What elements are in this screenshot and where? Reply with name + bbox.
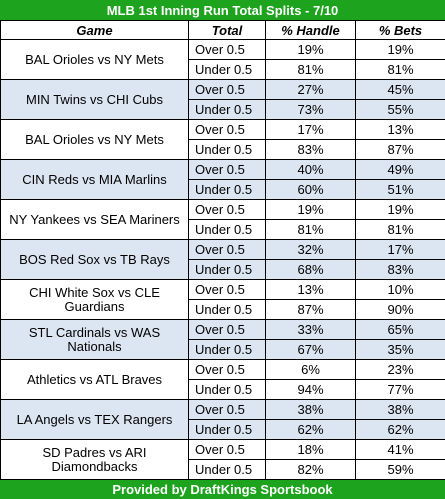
- total-cell: Under 0.5: [189, 380, 266, 400]
- bets-percent-cell: 59%: [356, 460, 445, 480]
- bets-percent-cell: 77%: [356, 380, 445, 400]
- game-matchup: LA Angels vs TEX Rangers: [1, 400, 189, 440]
- handle-percent-cell: 18%: [266, 440, 356, 460]
- handle-percent-cell: 19%: [266, 200, 356, 220]
- handle-percent-cell: 6%: [266, 360, 356, 380]
- handle-percent-cell: 13%: [266, 280, 356, 300]
- handle-percent-cell: 94%: [266, 380, 356, 400]
- bets-percent-cell: 62%: [356, 420, 445, 440]
- game-matchup: BOS Red Sox vs TB Rays: [1, 240, 189, 280]
- handle-percent-cell: 67%: [266, 340, 356, 360]
- total-cell: Over 0.5: [189, 320, 266, 340]
- total-cell: Over 0.5: [189, 80, 266, 100]
- total-cell: Under 0.5: [189, 340, 266, 360]
- handle-percent-cell: 81%: [266, 60, 356, 80]
- header-row: Game Total % Handle % Bets: [1, 21, 445, 40]
- total-cell: Over 0.5: [189, 160, 266, 180]
- game-matchup: BAL Orioles vs NY Mets: [1, 120, 189, 160]
- game-matchup: MIN Twins vs CHI Cubs: [1, 80, 189, 120]
- total-cell: Under 0.5: [189, 420, 266, 440]
- handle-percent-cell: 82%: [266, 460, 356, 480]
- total-cell: Under 0.5: [189, 140, 266, 160]
- column-header-handle: % Handle: [266, 21, 356, 40]
- bets-percent-cell: 19%: [356, 40, 445, 60]
- handle-percent-cell: 87%: [266, 300, 356, 320]
- footer-credit: Provided by DraftKings Sportsbook: [0, 480, 445, 499]
- total-cell: Over 0.5: [189, 360, 266, 380]
- bets-percent-cell: 38%: [356, 400, 445, 420]
- splits-table: Game Total % Handle % Bets BAL Orioles v…: [0, 20, 445, 480]
- handle-percent-cell: 17%: [266, 120, 356, 140]
- handle-percent-cell: 27%: [266, 80, 356, 100]
- handle-percent-cell: 73%: [266, 100, 356, 120]
- bets-percent-cell: 23%: [356, 360, 445, 380]
- handle-percent-cell: 32%: [266, 240, 356, 260]
- bets-percent-cell: 81%: [356, 220, 445, 240]
- total-cell: Over 0.5: [189, 440, 266, 460]
- game-matchup: Athletics vs ATL Braves: [1, 360, 189, 400]
- total-cell: Under 0.5: [189, 100, 266, 120]
- handle-percent-cell: 83%: [266, 140, 356, 160]
- total-cell: Over 0.5: [189, 200, 266, 220]
- bets-percent-cell: 10%: [356, 280, 445, 300]
- bets-percent-cell: 65%: [356, 320, 445, 340]
- game-matchup: SD Padres vs ARI Diamondbacks: [1, 440, 189, 480]
- bets-percent-cell: 83%: [356, 260, 445, 280]
- handle-percent-cell: 81%: [266, 220, 356, 240]
- game-matchup: NY Yankees vs SEA Mariners: [1, 200, 189, 240]
- bets-percent-cell: 55%: [356, 100, 445, 120]
- game-matchup: STL Cardinals vs WAS Nationals: [1, 320, 189, 360]
- handle-percent-cell: 62%: [266, 420, 356, 440]
- bets-percent-cell: 49%: [356, 160, 445, 180]
- bets-percent-cell: 13%: [356, 120, 445, 140]
- bets-percent-cell: 17%: [356, 240, 445, 260]
- handle-percent-cell: 19%: [266, 40, 356, 60]
- bets-percent-cell: 19%: [356, 200, 445, 220]
- bets-percent-cell: 41%: [356, 440, 445, 460]
- handle-percent-cell: 40%: [266, 160, 356, 180]
- total-cell: Under 0.5: [189, 60, 266, 80]
- handle-percent-cell: 33%: [266, 320, 356, 340]
- bets-percent-cell: 35%: [356, 340, 445, 360]
- total-cell: Over 0.5: [189, 40, 266, 60]
- total-cell: Under 0.5: [189, 300, 266, 320]
- handle-percent-cell: 38%: [266, 400, 356, 420]
- column-header-bets: % Bets: [356, 21, 445, 40]
- handle-percent-cell: 60%: [266, 180, 356, 200]
- column-header-total: Total: [189, 21, 266, 40]
- column-header-game: Game: [1, 21, 189, 40]
- total-cell: Under 0.5: [189, 220, 266, 240]
- game-matchup: CIN Reds vs MIA Marlins: [1, 160, 189, 200]
- total-cell: Over 0.5: [189, 240, 266, 260]
- bets-percent-cell: 81%: [356, 60, 445, 80]
- table-title: MLB 1st Inning Run Total Splits - 7/10: [0, 0, 445, 20]
- bets-percent-cell: 90%: [356, 300, 445, 320]
- bets-percent-cell: 87%: [356, 140, 445, 160]
- total-cell: Under 0.5: [189, 460, 266, 480]
- handle-percent-cell: 68%: [266, 260, 356, 280]
- bets-percent-cell: 45%: [356, 80, 445, 100]
- total-cell: Under 0.5: [189, 260, 266, 280]
- total-cell: Over 0.5: [189, 400, 266, 420]
- total-cell: Over 0.5: [189, 280, 266, 300]
- bets-percent-cell: 51%: [356, 180, 445, 200]
- game-matchup: CHI White Sox vs CLE Guardians: [1, 280, 189, 320]
- total-cell: Over 0.5: [189, 120, 266, 140]
- total-cell: Under 0.5: [189, 180, 266, 200]
- game-matchup: BAL Orioles vs NY Mets: [1, 40, 189, 80]
